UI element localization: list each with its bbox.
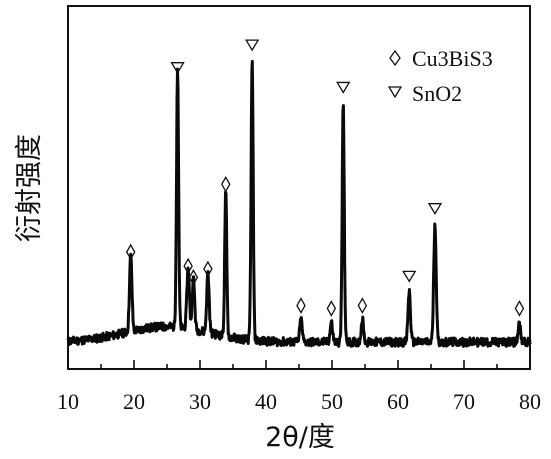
legend: Cu3BiS3 SnO2 xyxy=(387,46,493,106)
cu3bis3-diamond-icon xyxy=(183,257,193,275)
cu3bis3-diamond-icon xyxy=(357,297,368,314)
sno2-triangle-icon xyxy=(336,81,351,94)
x-tick-label: 70 xyxy=(453,389,475,414)
cu3bis3-diamond-icon xyxy=(296,297,306,314)
x-tick-label: 30 xyxy=(189,389,211,414)
x-tick-label: 40 xyxy=(255,389,277,414)
sno2-triangle-icon xyxy=(402,270,417,283)
sno2-triangle-icon xyxy=(427,203,443,215)
x-axis-tick-labels: 10 20 30 40 50 60 70 80 xyxy=(57,389,541,414)
cu3bis3-diamond-icon xyxy=(326,300,337,317)
cu3bis3-diamond-icon xyxy=(188,269,199,286)
x-tick-label: 60 xyxy=(387,389,409,414)
x-tick-label: 20 xyxy=(123,389,145,414)
cu3bis3-diamond-icon xyxy=(203,260,213,278)
cu3bis3-diamond-icon xyxy=(220,175,231,193)
legend-triangle-icon xyxy=(387,86,403,99)
sno2-triangle-icon xyxy=(170,62,185,74)
cu3bis3-diamond-icon xyxy=(125,243,136,261)
legend-label-sno2: SnO2 xyxy=(412,81,462,106)
cu3bis3-diamond-icon xyxy=(514,300,525,317)
x-tick-label: 10 xyxy=(57,389,79,414)
x-axis-title: 2θ/度 xyxy=(265,422,335,453)
xrd-pattern-line xyxy=(66,59,532,348)
x-tick-label: 80 xyxy=(519,389,541,414)
legend-diamond-icon xyxy=(389,49,401,67)
legend-label-cu3bis3: Cu3BiS3 xyxy=(412,46,493,71)
peak-markers xyxy=(125,39,525,317)
x-tick-label: 50 xyxy=(321,389,343,414)
x-axis-ticks xyxy=(67,360,531,369)
y-axis-title: 衍射强度 xyxy=(14,134,45,242)
sno2-triangle-icon xyxy=(244,39,260,52)
